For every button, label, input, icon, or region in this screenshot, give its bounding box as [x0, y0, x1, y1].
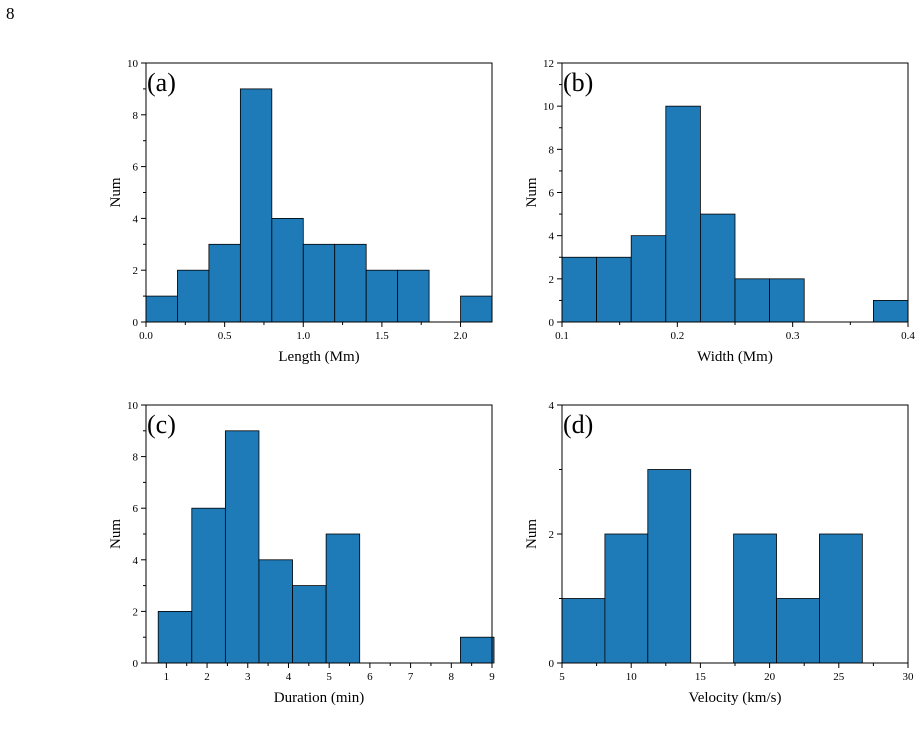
- y-tick-label: 4: [133, 213, 139, 225]
- histogram-panel: 0.0 0.5 1.0 1.5 2.0 0 2 4 6 8 10 Length (Mm) Num (a): [108, 58, 493, 365]
- histogram-panel: 0.1 0.2 0.3 0.4 0 2 4 6 8 10 12 Width (Mm) Num (b): [524, 58, 915, 365]
- x-tick-label: 2.0: [454, 330, 468, 342]
- histogram-bar: [365, 269, 399, 323]
- x-tick-label: 3: [245, 671, 251, 683]
- histogram-bar: [325, 533, 361, 664]
- histogram-bar: [700, 213, 736, 323]
- y-tick-label: 6: [549, 188, 555, 200]
- x-tick-label: 0.3: [786, 330, 800, 342]
- y-tick-label: 12: [543, 58, 554, 70]
- histogram-bar: [177, 269, 210, 323]
- histogram-bar: [873, 300, 909, 323]
- histogram-bar: [665, 105, 701, 323]
- x-tick-label: 5: [559, 671, 565, 683]
- x-tick-label: 4: [286, 671, 292, 683]
- histogram-bar: [208, 243, 241, 323]
- y-tick-label: 4: [549, 231, 555, 243]
- histogram-bar: [224, 430, 260, 664]
- histogram-panel: 1 2 3 4 5 6 7 8 9 0 2 4 6 8 10 Duration (min) Num (c): [108, 400, 495, 706]
- histogram-bar: [561, 256, 597, 323]
- histogram-bar: [397, 269, 430, 323]
- x-tick-label: 7: [408, 671, 414, 683]
- y-tick-label: 8: [133, 452, 139, 464]
- histogram-bar: [258, 559, 293, 664]
- y-tick-label: 6: [133, 503, 139, 515]
- y-axis-label: Num: [108, 519, 124, 549]
- y-tick-label: 8: [549, 144, 555, 156]
- histogram-bar: [460, 295, 493, 323]
- histogram-bar: [239, 88, 273, 323]
- histogram-bar: [334, 243, 367, 323]
- histogram-panel: 5 10 15 20 25 30 0 2 4 Velocity (km/s) Num (d): [524, 400, 914, 706]
- x-tick-label: 0.0: [139, 330, 153, 342]
- x-axis-label: Velocity (km/s): [689, 690, 782, 706]
- x-axis-label: Duration (min): [274, 690, 364, 706]
- histogram-bar: [460, 636, 495, 664]
- y-axis-label: Num: [524, 519, 540, 549]
- histogram-bar: [819, 533, 863, 664]
- y-tick-label: 2: [549, 529, 555, 541]
- panel-label: (c): [147, 410, 176, 439]
- x-tick-label: 0.2: [670, 330, 684, 342]
- y-tick-label: 10: [543, 101, 555, 113]
- histogram-bar: [734, 278, 770, 323]
- page-number: 8: [6, 4, 15, 23]
- x-tick-label: 1.0: [296, 330, 310, 342]
- panel-label: (a): [147, 68, 176, 97]
- histogram-bar: [191, 507, 226, 664]
- x-tick-label: 0.4: [901, 330, 915, 342]
- histogram-bar: [769, 278, 805, 323]
- x-tick-label: 6: [367, 671, 373, 683]
- histogram-bar: [630, 235, 667, 323]
- histogram-bar: [302, 243, 336, 323]
- x-tick-label: 5: [326, 671, 332, 683]
- histogram-bar: [733, 533, 777, 664]
- histogram-bar: [561, 598, 606, 664]
- y-axis-label: Num: [524, 177, 540, 207]
- x-tick-label: 10: [626, 671, 638, 683]
- panel-label: (d): [563, 410, 593, 439]
- x-tick-label: 1.5: [375, 330, 389, 342]
- y-tick-label: 0: [549, 317, 555, 329]
- x-tick-label: 15: [695, 671, 707, 683]
- histogram-bar: [776, 598, 820, 664]
- y-tick-label: 6: [133, 162, 139, 174]
- x-tick-label: 8: [449, 671, 455, 683]
- x-tick-label: 25: [833, 671, 845, 683]
- histogram-bar: [145, 295, 178, 323]
- y-tick-label: 2: [133, 265, 139, 277]
- histogram-bar: [157, 611, 193, 664]
- histogram-bar: [647, 469, 692, 664]
- x-tick-label: 20: [764, 671, 776, 683]
- x-tick-label: 30: [903, 671, 915, 683]
- y-tick-label: 4: [133, 555, 139, 567]
- y-tick-label: 2: [549, 274, 555, 286]
- x-tick-label: 0.5: [218, 330, 232, 342]
- y-tick-label: 0: [133, 317, 139, 329]
- y-tick-label: 10: [127, 400, 139, 412]
- histogram-bar: [604, 533, 649, 664]
- y-tick-label: 8: [133, 110, 139, 122]
- histogram-bar: [596, 256, 632, 323]
- y-tick-label: 0: [549, 658, 555, 670]
- x-axis-label: Length (Mm): [278, 349, 359, 365]
- x-tick-label: 0.1: [555, 330, 569, 342]
- x-tick-label: 1: [164, 671, 170, 683]
- histogram-bar: [292, 585, 327, 664]
- x-tick-label: 2: [204, 671, 210, 683]
- y-axis-label: Num: [108, 177, 124, 207]
- x-tick-label: 9: [489, 671, 495, 683]
- x-axis-label: Width (Mm): [697, 349, 773, 365]
- y-tick-label: 4: [549, 400, 555, 412]
- y-tick-label: 0: [133, 658, 139, 670]
- y-tick-label: 10: [127, 58, 139, 70]
- panel-label: (b): [563, 68, 593, 97]
- y-tick-label: 2: [133, 606, 139, 618]
- histogram-bar: [271, 217, 304, 323]
